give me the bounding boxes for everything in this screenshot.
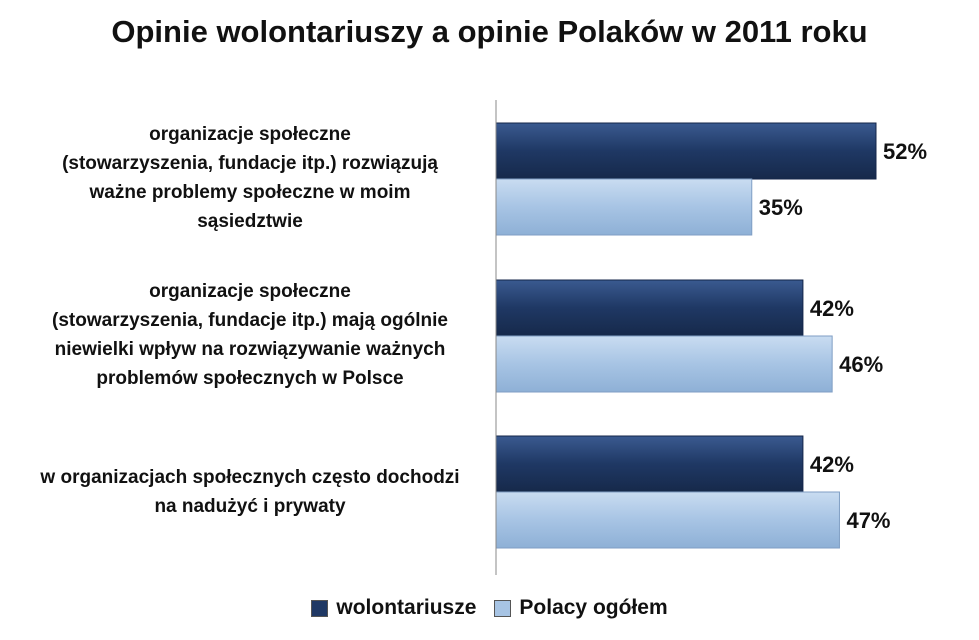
- category-label-2: organizacje społeczne (stowarzyszenia, f…: [15, 277, 485, 393]
- data-label: 46%: [839, 352, 883, 377]
- category-label-1-line: sąsiedztwie: [197, 211, 303, 232]
- legend-label: Polacy ogółem: [519, 596, 668, 619]
- category-label-1-line: (stowarzyszenia, fundacje itp.) rozwiązu…: [62, 153, 438, 174]
- data-label: 52%: [883, 139, 927, 164]
- data-label: 42%: [810, 452, 854, 477]
- category-label-1: organizacje społeczne (stowarzyszenia, f…: [15, 120, 485, 236]
- legend-swatch-polacy-ogolem: [494, 599, 512, 617]
- data-label: 35%: [759, 195, 803, 220]
- data-label: 42%: [810, 296, 854, 321]
- legend-label: wolontariusze: [336, 596, 477, 619]
- legend: wolontariusze Polacy ogółem: [0, 596, 979, 620]
- category-label-3-line: w organizacjach społecznych często docho…: [40, 467, 460, 488]
- bar-wolontariusze-2: [495, 279, 804, 337]
- category-label-2-line: (stowarzyszenia, fundacje itp.) mają ogó…: [52, 310, 448, 331]
- bar-polacy-ogolem-2: [495, 335, 833, 393]
- category-label-1-line: organizacje społeczne: [149, 124, 351, 145]
- legend-item-wolontariusze: wolontariusze: [311, 596, 476, 620]
- category-label-3-line: na nadużyć i prywaty: [154, 496, 346, 517]
- category-label-2-line: niewielki wpływ na rozwiązywanie ważnych: [54, 339, 446, 360]
- bar-wolontariusze-1: [495, 122, 877, 180]
- legend-item-polacy-ogolem: Polacy ogółem: [494, 596, 668, 620]
- category-label-3: w organizacjach społecznych często docho…: [15, 463, 485, 521]
- bar-polacy-ogolem-3: [495, 491, 840, 549]
- category-label-2-line: problemów społecznych w Polsce: [96, 368, 404, 389]
- data-label: 47%: [846, 508, 890, 533]
- bar-polacy-ogolem-1: [495, 178, 753, 236]
- category-label-2-line: organizacje społeczne: [149, 281, 351, 302]
- chart-title: Opinie wolontariuszy a opinie Polaków w …: [111, 14, 868, 49]
- bar-wolontariusze-3: [495, 435, 804, 493]
- legend-swatch-wolontariusze: [311, 599, 329, 617]
- category-label-1-line: ważne problemy społeczne w moim: [89, 182, 411, 203]
